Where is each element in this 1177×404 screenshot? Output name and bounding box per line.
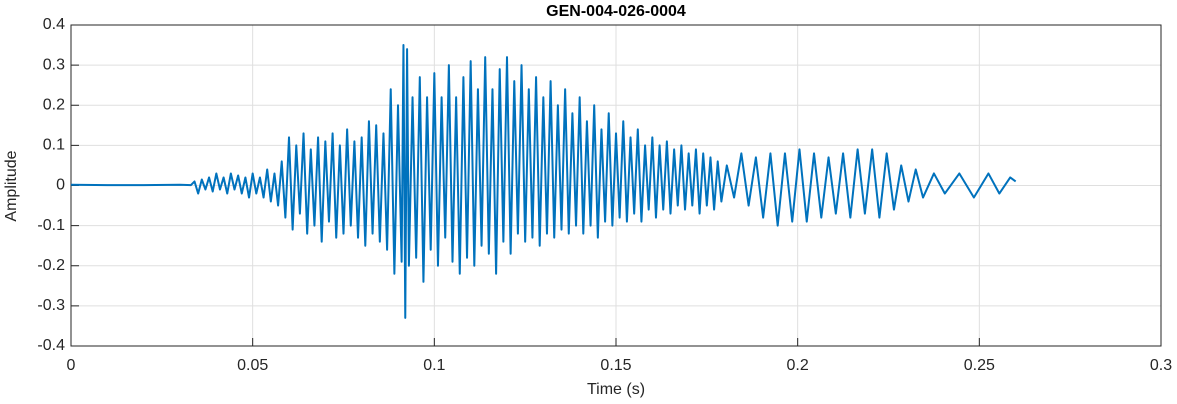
y-tick-label: -0.4: [37, 337, 65, 354]
x-tick-label: 0.15: [600, 357, 631, 374]
y-tick-label: 0: [56, 177, 65, 194]
x-tick-label: 0.05: [237, 357, 268, 374]
y-tick-label: -0.1: [37, 217, 65, 234]
y-tick-label: 0.2: [43, 96, 65, 113]
x-tick-label: 0.3: [1150, 357, 1172, 374]
x-tick-label: 0.1: [423, 357, 445, 374]
y-tick-label: -0.3: [37, 297, 65, 314]
x-tick-label: 0: [67, 357, 76, 374]
y-tick-label: 0.4: [43, 16, 65, 33]
x-axis-label: Time (s): [587, 381, 645, 398]
y-tick-label: -0.2: [37, 257, 65, 274]
y-axis-label: Amplitude: [3, 150, 20, 221]
y-tick-label: 0.3: [43, 56, 65, 73]
waveform-line: [70, 44, 1017, 319]
x-tick-label: 0.2: [787, 357, 809, 374]
y-tick-label: 0.1: [43, 137, 65, 154]
chart-title: GEN-004-026-0004: [546, 3, 686, 20]
x-tick-label: 0.25: [964, 357, 995, 374]
